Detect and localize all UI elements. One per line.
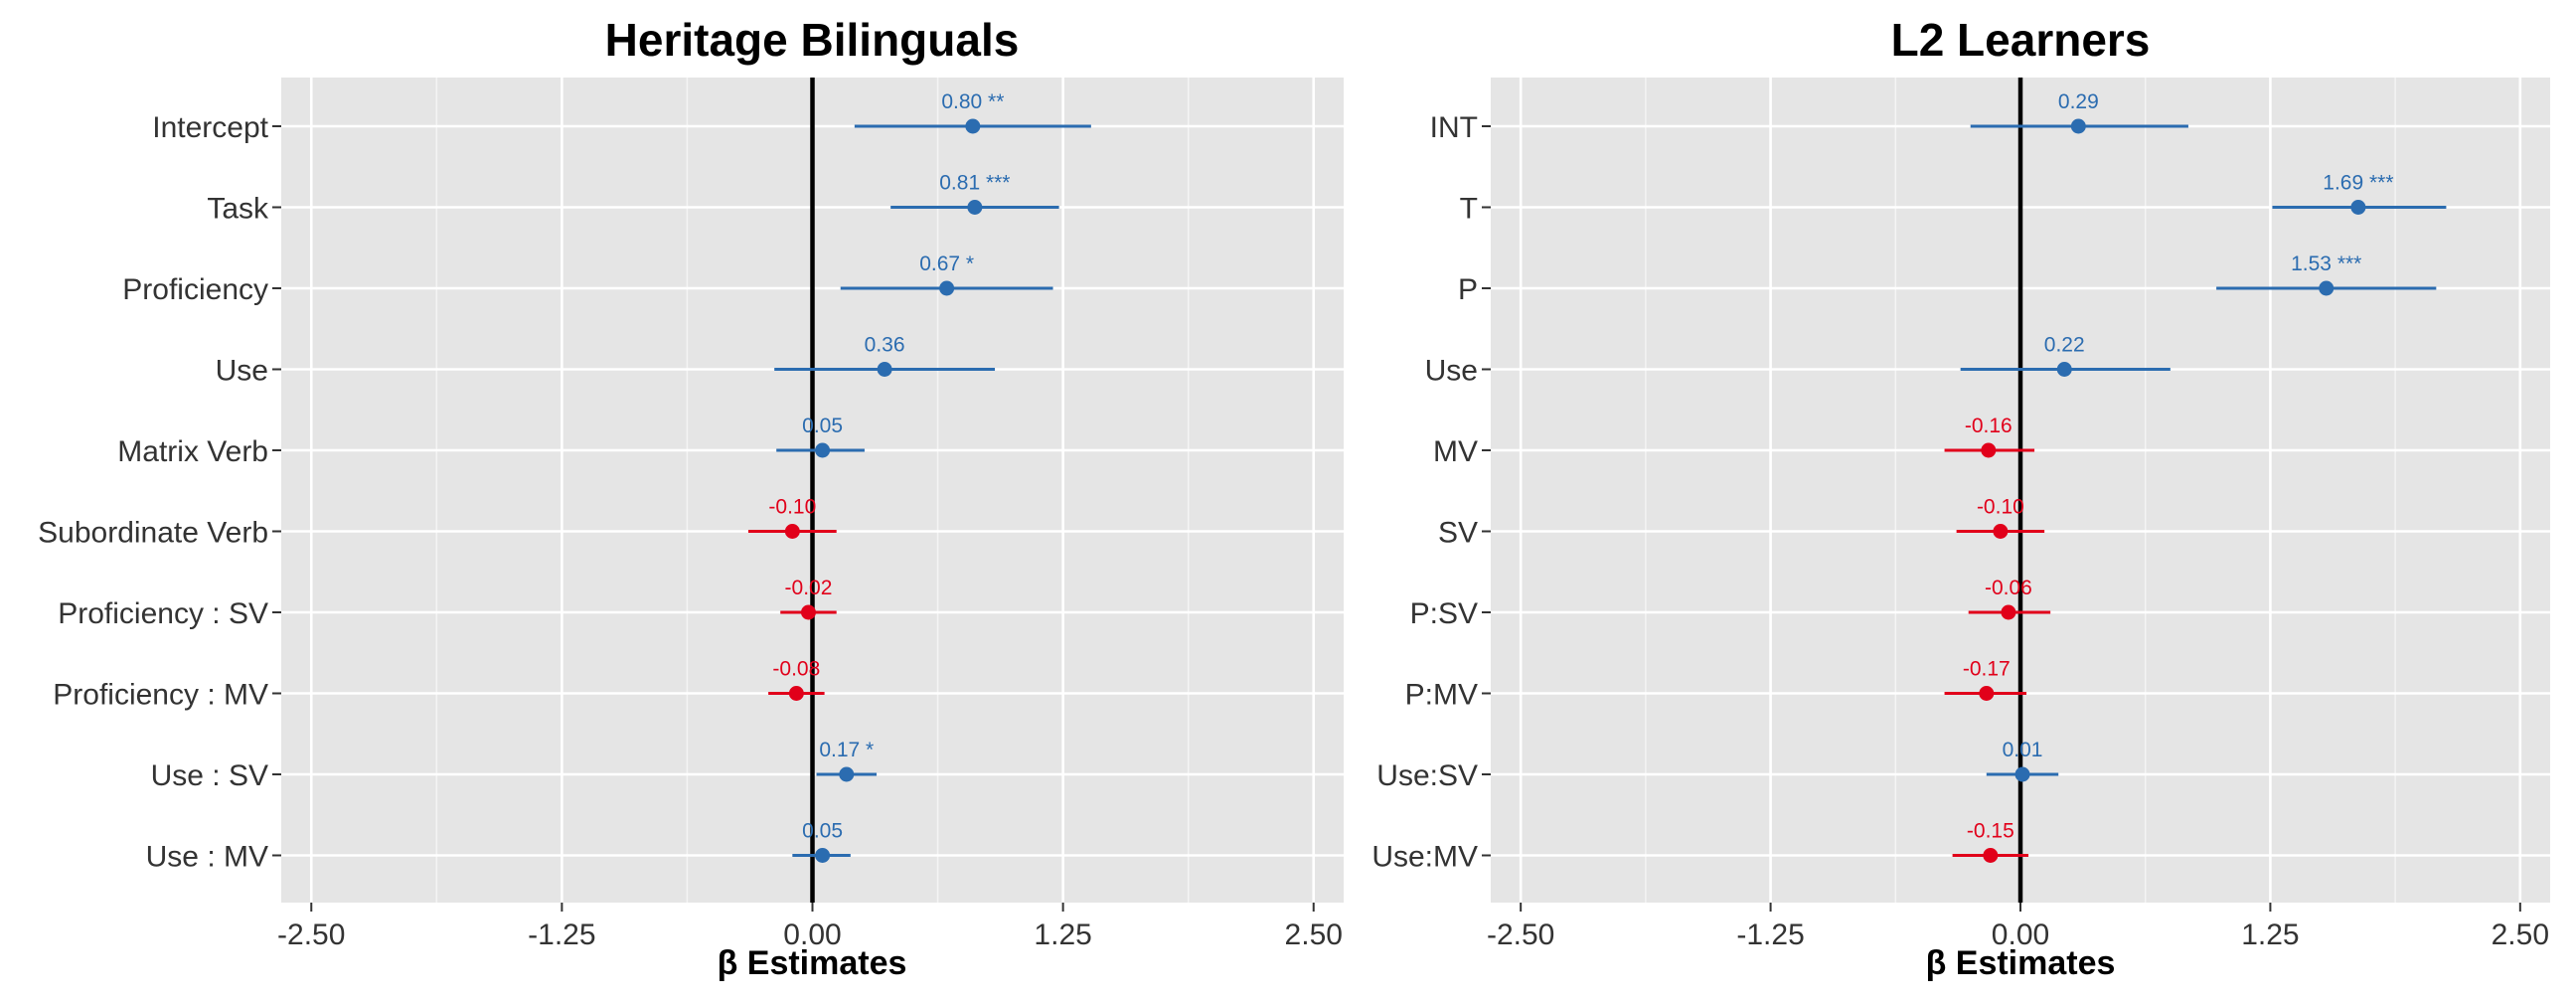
- panel-heritage-bilinguals: -2.50 -1.25 0.00 1.25 2.50 Intercept Task Profi…: [38, 14, 1344, 982]
- estimate-label: -0.15: [1967, 820, 2014, 843]
- estimate-point: [839, 766, 855, 782]
- estimate-label: 0.22: [2044, 334, 2085, 357]
- estimate-label: 0.01: [2003, 739, 2043, 761]
- estimate-point: [877, 362, 892, 377]
- y-tick-label: T: [1460, 193, 1478, 226]
- estimate-point: [815, 442, 831, 458]
- estimate-point: [1993, 524, 2009, 539]
- estimate-label: 0.81 ***: [939, 172, 1010, 195]
- y-tick-label: Use: [1425, 355, 1478, 388]
- y-tick-label: Use : SV: [151, 759, 268, 792]
- y-tick-label: Proficiency : SV: [58, 597, 268, 630]
- estimate-point: [2350, 200, 2366, 215]
- panel-title: L2 Learners: [1891, 14, 2151, 66]
- estimate-label: 0.67 *: [919, 252, 974, 275]
- estimate-point: [1983, 848, 1999, 863]
- y-tick-label: SV: [1438, 517, 1478, 550]
- estimate-point: [2056, 362, 2072, 377]
- estimate-label: -0.10: [768, 496, 816, 519]
- x-tick-label: 0.00: [1992, 918, 2049, 951]
- y-tick-label: Task: [207, 193, 269, 226]
- estimate-point: [1981, 442, 1997, 458]
- estimate-point: [800, 604, 816, 620]
- y-tick-label: Matrix Verb: [117, 435, 268, 468]
- estimate-label: 0.17 *: [819, 739, 874, 761]
- estimate-label: 0.05: [802, 820, 843, 843]
- estimate-label: -0.10: [1977, 496, 2024, 519]
- x-axis-label: β Estimates: [718, 944, 907, 982]
- x-tick-label: -1.25: [528, 918, 595, 951]
- estimate-label: -0.16: [1965, 415, 2012, 437]
- x-tick-label: 0.00: [783, 918, 841, 951]
- x-tick-label: -2.50: [277, 918, 345, 951]
- estimate-label: 0.80 **: [941, 90, 1004, 113]
- x-tick-label: 2.50: [1285, 918, 1343, 951]
- x-tick-label: 2.50: [2492, 918, 2549, 951]
- estimate-point: [784, 524, 800, 539]
- y-tick-label: Proficiency : MV: [53, 679, 268, 712]
- estimate-point: [965, 118, 981, 134]
- x-tick-label: -1.25: [1736, 918, 1804, 951]
- panel-l2-learners: -2.50 -1.25 0.00 1.25 2.50 INT T P Use MV SV P:SV P:…: [1371, 14, 2550, 982]
- x-tick-label: 1.25: [2241, 918, 2299, 951]
- y-tick-label: P: [1458, 273, 1478, 306]
- panel-title: Heritage Bilinguals: [605, 14, 1020, 66]
- y-tick-label: Proficiency: [122, 273, 268, 306]
- estimate-point: [2319, 280, 2334, 296]
- y-tick-label: INT: [1430, 111, 1478, 144]
- estimate-label: 1.53 ***: [2291, 252, 2361, 275]
- estimate-label: -0.02: [785, 577, 833, 599]
- estimate-point: [2070, 118, 2086, 134]
- estimate-label: 1.69 ***: [2323, 172, 2393, 195]
- estimate-point: [2014, 766, 2030, 782]
- y-tick-label: Use:SV: [1376, 759, 1478, 792]
- y-tick-label: P:MV: [1405, 679, 1478, 712]
- estimate-label: 0.29: [2058, 90, 2099, 113]
- estimate-point: [788, 686, 804, 701]
- estimate-point: [967, 200, 983, 215]
- estimate-label: 0.36: [865, 334, 905, 357]
- x-tick-label: 1.25: [1034, 918, 1091, 951]
- estimate-point: [2001, 604, 2016, 620]
- estimate-point: [1979, 686, 1995, 701]
- y-tick-label: Use: [216, 355, 268, 388]
- y-tick-label: MV: [1433, 435, 1478, 468]
- y-tick-label: Subordinate Verb: [38, 517, 268, 550]
- y-tick-label: Use : MV: [146, 841, 268, 874]
- estimate-label: 0.05: [802, 415, 843, 437]
- x-axis-label: β Estimates: [1926, 944, 2116, 982]
- estimate-point: [939, 280, 955, 296]
- estimate-label: -0.08: [772, 658, 820, 681]
- estimate-point: [815, 848, 831, 863]
- estimate-label: -0.06: [1985, 577, 2032, 599]
- y-tick-label: Intercept: [152, 111, 268, 144]
- y-tick-label: Use:MV: [1371, 841, 1478, 874]
- estimate-label: -0.17: [1963, 658, 2011, 681]
- x-tick-label: -2.50: [1487, 918, 1554, 951]
- y-tick-label: P:SV: [1410, 597, 1478, 630]
